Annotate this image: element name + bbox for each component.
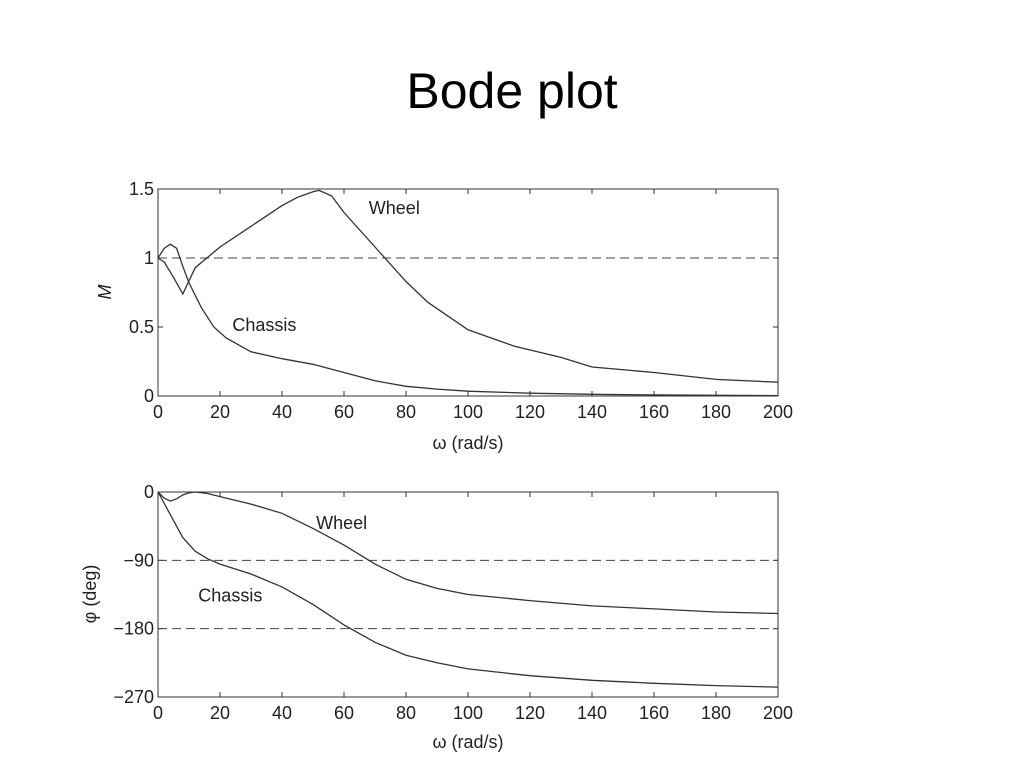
x-tick-label: 0 bbox=[153, 402, 163, 422]
x-tick-label: 140 bbox=[577, 703, 607, 723]
y-tick-label: 0 bbox=[144, 386, 154, 406]
x-tick-label: 120 bbox=[515, 402, 545, 422]
x-tick-label: 20 bbox=[210, 402, 230, 422]
x-tick-label: 0 bbox=[153, 703, 163, 723]
x-tick-label: 100 bbox=[453, 703, 483, 723]
x-tick-label: 60 bbox=[334, 703, 354, 723]
series-line-wheel bbox=[157, 189, 779, 383]
x-tick-label: 20 bbox=[210, 703, 230, 723]
x-tick-label: 80 bbox=[396, 402, 416, 422]
slide-title: Bode plot bbox=[406, 63, 618, 119]
curve-label-wheel: Wheel bbox=[369, 198, 420, 218]
y-tick-label: −90 bbox=[123, 550, 154, 570]
series-line-chassis bbox=[157, 491, 779, 688]
y-tick-label: −270 bbox=[113, 687, 154, 707]
curve-label-chassis: Chassis bbox=[232, 315, 296, 335]
subplot-1: 0 20 40 60 80 100 120 140 160 180 200 0 0.5 1 1.5 Wheel… bbox=[95, 179, 793, 453]
x-tick-label: 180 bbox=[701, 703, 731, 723]
y-tick-label: 1 bbox=[144, 248, 154, 268]
x-tick-label: 40 bbox=[272, 402, 292, 422]
curve-label-wheel: Wheel bbox=[316, 513, 367, 533]
curve-label-chassis: Chassis bbox=[198, 585, 262, 605]
x-axis-label: ω (rad/s) bbox=[432, 433, 503, 453]
x-axis-label: ω (rad/s) bbox=[432, 732, 503, 752]
x-tick-label: 60 bbox=[334, 402, 354, 422]
series-line-wheel bbox=[157, 491, 779, 615]
x-tick-label: 100 bbox=[453, 402, 483, 422]
y-tick-label: −180 bbox=[113, 619, 154, 639]
x-tick-label: 200 bbox=[763, 703, 793, 723]
x-tick-label: 80 bbox=[396, 703, 416, 723]
x-tick-label: 40 bbox=[272, 703, 292, 723]
x-tick-label: 120 bbox=[515, 703, 545, 723]
x-tick-label: 200 bbox=[763, 402, 793, 422]
y-axis-label: M bbox=[95, 285, 115, 300]
y-axis-label: φ (deg) bbox=[80, 565, 100, 624]
y-tick-label: 0 bbox=[144, 482, 154, 502]
subplot-2: 0 20 40 60 80 100 120 140 160 180 200 −270 −180 −90 0 W… bbox=[80, 482, 793, 752]
x-tick-label: 140 bbox=[577, 402, 607, 422]
x-tick-label: 180 bbox=[701, 402, 731, 422]
x-tick-label: 160 bbox=[639, 402, 669, 422]
y-tick-label: 1.5 bbox=[129, 179, 154, 199]
plot-frame bbox=[157, 188, 779, 397]
y-tick-label: 0.5 bbox=[129, 317, 154, 337]
series-line-chassis bbox=[157, 243, 779, 397]
x-tick-label: 160 bbox=[639, 703, 669, 723]
